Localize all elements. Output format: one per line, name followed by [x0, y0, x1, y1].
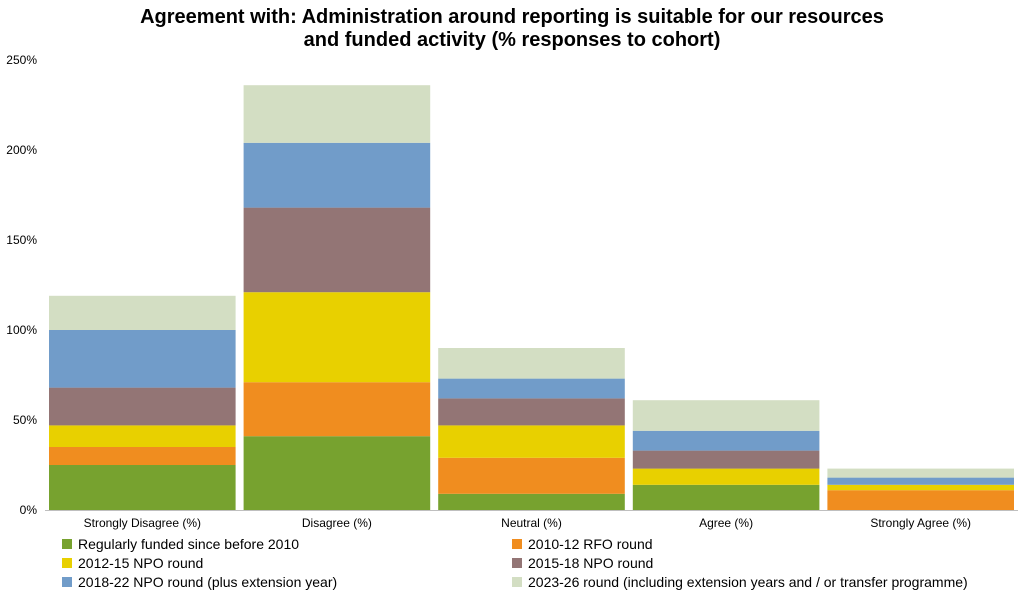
y-axis-ticks: 0% 50% 100% 150% 200% 250%	[6, 53, 37, 517]
x-axis-labels: Strongly Disagree (%) Disagree (%) Neutral…	[84, 516, 971, 530]
legend-item: 2023-26 round (including extension years…	[512, 573, 968, 591]
y-tick-label: 50%	[13, 413, 37, 427]
bar-segment	[438, 457, 625, 494]
bar-segment	[438, 493, 625, 510]
bar-segment	[438, 378, 625, 399]
bar-stacks	[49, 85, 1014, 510]
bar-segment	[632, 450, 820, 469]
legend-label: 2018-22 NPO round (plus extension year)	[78, 574, 338, 590]
bar-segment	[49, 447, 236, 465]
x-tick-label: Neutral (%)	[501, 516, 562, 530]
x-tick-label: Agree (%)	[699, 516, 753, 530]
legend-item: 2010-12 RFO round	[512, 535, 653, 553]
legend-item: 2018-22 NPO round (plus extension year)	[62, 573, 337, 591]
x-tick-label: Strongly Disagree (%)	[84, 516, 201, 530]
legend-swatch	[62, 539, 72, 549]
legend-label: 2015-18 NPO round	[528, 555, 654, 571]
legend-label: 2010-12 RFO round	[528, 536, 653, 552]
y-tick-label: 150%	[6, 233, 37, 247]
bar-segment	[438, 425, 625, 458]
y-tick-label: 250%	[6, 53, 37, 67]
bar-segment	[49, 387, 236, 426]
chart-title: Agreement with: Administration around re…	[0, 6, 1024, 52]
bar-segment	[632, 468, 820, 485]
bar-segment	[632, 484, 820, 510]
legend-swatch	[512, 558, 522, 568]
stacked-bar-chart: 0% 50% 100% 150% 200% 250% Strongly Disagree …	[6, 53, 1018, 530]
y-tick-label: 0%	[20, 503, 38, 517]
legend-swatch	[512, 577, 522, 587]
bar-segment	[827, 477, 1014, 485]
legend-item: Regularly funded since before 2010	[62, 535, 299, 553]
x-tick-label: Strongly Agree (%)	[870, 516, 971, 530]
bar-segment	[632, 400, 820, 431]
legend-item: 2015-18 NPO round	[512, 554, 653, 572]
bar-segment	[827, 490, 1014, 510]
legend-swatch	[62, 577, 72, 587]
chart-title-line-2: and funded activity (% responses to coho…	[303, 29, 721, 51]
bar-segment	[49, 295, 236, 330]
bar-segment	[243, 436, 431, 510]
bar-segment	[243, 292, 431, 383]
bar-segment	[438, 348, 625, 379]
bar-segment	[438, 398, 625, 426]
chart-title-line-1: Agreement with: Administration around re…	[140, 6, 884, 28]
bar-segment	[49, 465, 236, 510]
bar-segment	[827, 484, 1014, 491]
y-tick-label: 100%	[6, 323, 37, 337]
x-tick-label: Disagree (%)	[302, 516, 372, 530]
bar-segment	[632, 430, 820, 451]
legend-label: Regularly funded since before 2010	[78, 536, 300, 552]
bar-segment	[49, 425, 236, 447]
bar-segment	[243, 142, 431, 208]
legend-label: 2023-26 round (including extension years…	[528, 574, 968, 590]
bar-segment	[827, 468, 1014, 478]
legend-item: 2012-15 NPO round	[62, 554, 203, 572]
legend-label: 2012-15 NPO round	[78, 555, 204, 571]
legend: Regularly funded since before 2010 2010-1…	[0, 535, 1024, 595]
legend-swatch	[62, 558, 72, 568]
bar-segment	[243, 207, 431, 293]
y-tick-label: 200%	[6, 143, 37, 157]
bar-segment	[243, 85, 431, 143]
bar-segment	[49, 330, 236, 388]
bar-segment	[243, 382, 431, 437]
legend-swatch	[512, 539, 522, 549]
